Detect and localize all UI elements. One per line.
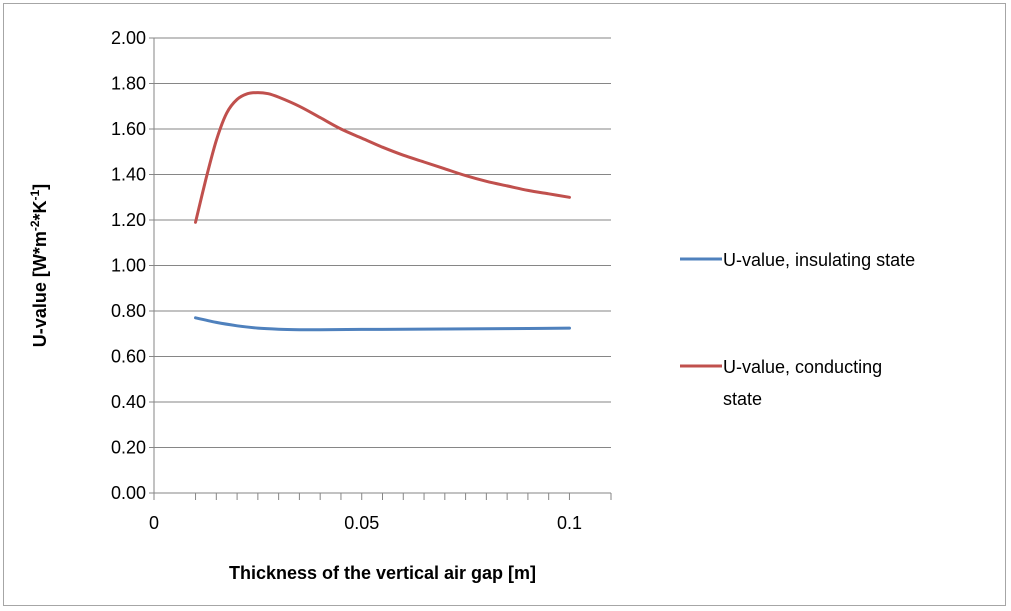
x-tick-label: 0.1 — [557, 513, 582, 533]
y-axis-title-sup2: -1 — [28, 189, 42, 200]
line-chart: 0.00 0.20 0.40 0.60 0.80 1.00 1.20 1.40 1.60 1.80… — [28, 28, 915, 583]
y-tick-label: 0.80 — [111, 301, 146, 321]
legend-label-conducting: U-value, conducting — [723, 357, 882, 377]
y-axis-title-mid: *K — [30, 200, 50, 220]
y-tick-label: 0.20 — [111, 438, 146, 458]
series-line-conducting — [194, 91, 571, 224]
series-line-insulating — [194, 316, 571, 332]
chart-frame: 0.00 0.20 0.40 0.60 0.80 1.00 1.20 1.40 1.60 1.80… — [3, 3, 1006, 606]
legend: U-value, insulating state U-value, conduc… — [680, 250, 915, 409]
series-lines — [194, 91, 571, 332]
x-tick-label: 0 — [149, 513, 159, 533]
legend-label-conducting: state — [723, 389, 762, 409]
y-tick-label: 1.20 — [111, 210, 146, 230]
gridlines — [154, 37, 611, 448]
y-tick-label: 1.60 — [111, 119, 146, 139]
y-tick-label: 0.60 — [111, 347, 146, 367]
y-axis-title-end: ] — [30, 184, 50, 190]
axes — [149, 37, 612, 500]
y-tick-label: 1.40 — [111, 165, 146, 185]
tick-labels: 0.00 0.20 0.40 0.60 0.80 1.00 1.20 1.40 1.60 1.80… — [111, 28, 582, 533]
y-tick-label: 0.00 — [111, 483, 146, 503]
x-axis-title: Thickness of the vertical air gap [m] — [229, 563, 536, 583]
legend-label-insulating: U-value, insulating state — [723, 250, 915, 270]
y-tick-label: 0.40 — [111, 392, 146, 412]
y-tick-label: 1.80 — [111, 74, 146, 94]
y-tick-label: 1.00 — [111, 256, 146, 276]
y-axis-title: U-value [W*m-2*K-1] — [28, 184, 50, 347]
y-axis-title-base: U-value [W*m — [30, 231, 50, 347]
y-axis-title-sup1: -2 — [28, 220, 42, 231]
x-tick-label: 0.05 — [344, 513, 379, 533]
y-tick-label: 2.00 — [111, 28, 146, 48]
